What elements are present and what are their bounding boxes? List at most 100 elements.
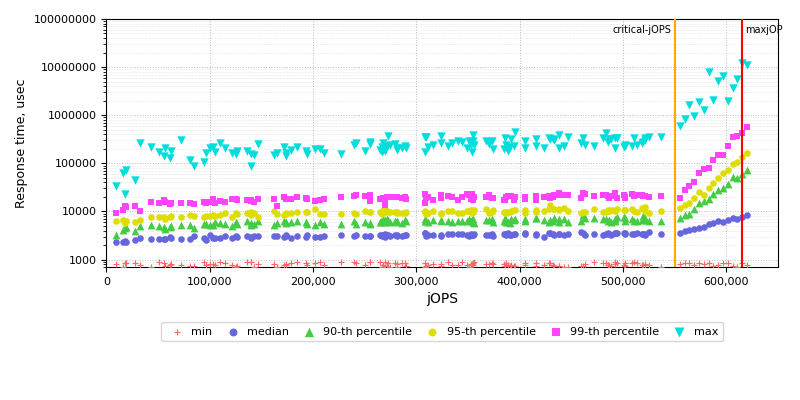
99-th percentile (726, 134, 739, 140)
min (134, 262, 146, 268)
median (618, 230, 630, 236)
95-th percentile (164, 214, 177, 220)
95-th percentile (308, 206, 321, 213)
max (530, 143, 542, 149)
90-th percentile (419, 218, 432, 224)
max (674, 123, 686, 129)
95-th percentile (426, 208, 439, 214)
median (538, 233, 550, 240)
min (376, 264, 389, 270)
max (434, 140, 447, 146)
min (611, 259, 624, 266)
90-th percentile (465, 218, 478, 225)
95-th percentile (419, 208, 432, 214)
median (726, 215, 739, 222)
median (717, 219, 730, 226)
95-th percentile (479, 206, 492, 212)
median (547, 232, 560, 238)
95-th percentile (542, 206, 555, 212)
99-th percentile (468, 194, 481, 200)
90-th percentile (116, 227, 129, 233)
min (498, 262, 511, 269)
min (602, 262, 615, 268)
95-th percentile (530, 209, 542, 215)
max (618, 143, 630, 150)
median (251, 233, 264, 240)
95-th percentile (214, 211, 226, 218)
median (280, 232, 293, 239)
99-th percentile (363, 198, 376, 204)
min (268, 261, 281, 268)
median (486, 233, 499, 239)
median (635, 231, 648, 237)
95-th percentile (643, 210, 656, 216)
95-th percentile (562, 208, 574, 214)
max (174, 136, 187, 143)
99-th percentile (485, 195, 498, 202)
99-th percentile (390, 194, 403, 200)
90-th percentile (500, 219, 513, 225)
99-th percentile (280, 196, 293, 202)
95-th percentile (280, 210, 293, 217)
95-th percentile (602, 208, 615, 215)
90-th percentile (538, 217, 550, 223)
max (118, 190, 131, 197)
max (637, 139, 650, 146)
99-th percentile (674, 194, 686, 201)
min (731, 264, 744, 270)
median (466, 232, 479, 238)
95-th percentile (376, 210, 389, 217)
median (270, 233, 283, 240)
99-th percentile (348, 192, 361, 199)
max (434, 133, 447, 139)
95-th percentile (618, 207, 631, 213)
95-th percentile (206, 212, 219, 218)
99-th percentile (731, 133, 744, 139)
max (390, 146, 403, 153)
median (268, 233, 281, 239)
99-th percentile (377, 195, 390, 201)
95-th percentile (218, 210, 231, 217)
max (717, 73, 730, 79)
max (376, 149, 389, 155)
99-th percentile (198, 199, 210, 205)
95-th percentile (505, 208, 518, 214)
max (218, 144, 231, 151)
90-th percentile (578, 215, 591, 222)
90-th percentile (396, 220, 409, 226)
median (466, 231, 478, 238)
95-th percentile (389, 209, 402, 215)
min (381, 263, 394, 269)
90-th percentile (301, 221, 314, 228)
95-th percentile (683, 200, 696, 206)
99-th percentile (245, 196, 258, 203)
median (562, 231, 574, 238)
90-th percentile (188, 224, 201, 231)
min (576, 262, 589, 269)
90-th percentile (479, 216, 492, 223)
99-th percentile (426, 196, 439, 203)
99-th percentile (508, 197, 521, 203)
99-th percentile (422, 194, 435, 200)
90-th percentile (318, 220, 330, 227)
90-th percentile (120, 224, 133, 230)
max (736, 59, 749, 66)
95-th percentile (120, 218, 133, 224)
median (503, 232, 516, 238)
95-th percentile (466, 210, 478, 216)
min (434, 261, 447, 267)
95-th percentile (418, 209, 431, 216)
90-th percentile (251, 218, 264, 224)
max (498, 134, 511, 141)
99-th percentile (638, 193, 651, 199)
max (698, 107, 710, 114)
95-th percentile (188, 213, 201, 220)
99-th percentile (279, 196, 292, 202)
95-th percentile (158, 214, 171, 220)
min (379, 263, 392, 269)
90-th percentile (618, 214, 630, 221)
max (359, 148, 372, 154)
max (158, 152, 171, 159)
median (509, 231, 522, 237)
99-th percentile (611, 194, 624, 201)
